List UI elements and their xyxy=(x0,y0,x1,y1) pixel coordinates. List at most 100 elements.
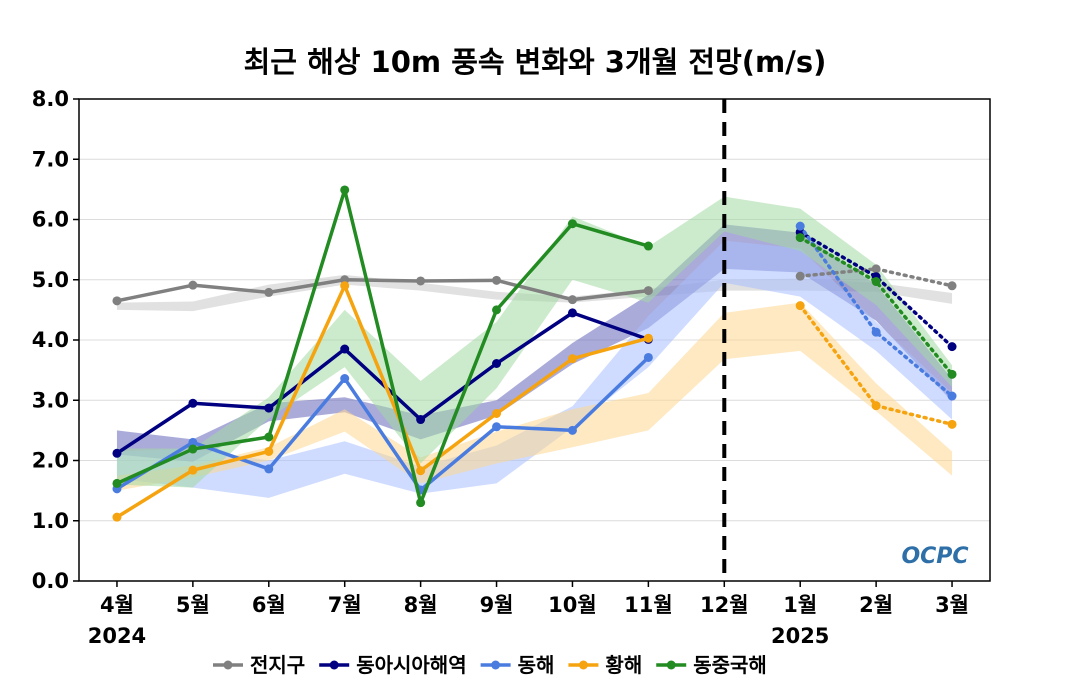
y-tick-label: 6.0 xyxy=(32,208,69,232)
x-tick-label: 9월 xyxy=(480,593,514,617)
x-tick-label: 6월 xyxy=(252,593,286,617)
line-동아시아해역 xyxy=(115,311,649,455)
x-tick-label: 1월 xyxy=(783,593,817,617)
point-동아시아해역 xyxy=(112,448,122,458)
y-tick-label: 2.0 xyxy=(32,449,69,473)
legend-item: 동아시아해역 xyxy=(319,653,467,677)
forecast-point-동해 xyxy=(795,221,805,231)
forecast-point-전지구 xyxy=(795,271,805,281)
legend-label: 동아시아해역 xyxy=(356,653,466,677)
point-황해 xyxy=(264,446,274,456)
legend-marker xyxy=(666,660,676,670)
point-황해 xyxy=(340,281,350,291)
point-황해 xyxy=(567,354,577,364)
point-전지구 xyxy=(188,280,198,290)
point-황해 xyxy=(416,466,426,476)
point-동중국해 xyxy=(340,185,350,195)
point-동아시아해역 xyxy=(416,415,426,425)
chart-title: 최근 해상 10m 풍속 변화와 3개월 전망(m/s) xyxy=(244,45,827,79)
y-tick-label: 0.0 xyxy=(32,569,69,593)
forecast-point-황해 xyxy=(795,301,805,311)
point-동해 xyxy=(188,437,198,447)
point-동중국해 xyxy=(567,219,577,229)
legend-item: 동중국해 xyxy=(656,653,767,677)
point-전지구 xyxy=(643,286,653,296)
point-황해 xyxy=(643,333,653,343)
point-동해 xyxy=(643,352,653,362)
forecast-point-동중국해 xyxy=(871,277,881,287)
forecast-point-황해 xyxy=(871,401,881,411)
range-bands xyxy=(116,196,953,498)
forecast-point-동해 xyxy=(871,327,881,337)
legend-label: 동해 xyxy=(518,653,555,677)
x-tick-label: 12월 xyxy=(700,593,749,617)
point-동아시아해역 xyxy=(492,358,502,368)
point-동아시아해역 xyxy=(264,403,274,413)
point-황해 xyxy=(188,465,198,475)
point-전지구 xyxy=(492,275,502,285)
forecast-point-전지구 xyxy=(947,281,957,291)
legend-label: 동중국해 xyxy=(693,653,767,677)
point-동중국해 xyxy=(188,444,198,454)
legend-label: 황해 xyxy=(605,653,642,677)
legend-marker xyxy=(223,660,233,670)
y-tick-label: 8.0 xyxy=(32,87,69,111)
legend: 전지구 동아시아해역 동해 황해 동중국해 xyxy=(213,653,767,677)
x-tick-label: 4월 xyxy=(100,593,134,617)
x-tick-label: 8월 xyxy=(404,593,438,617)
point-동아시아해역 xyxy=(188,398,198,408)
forecast-line-동아시아해역 xyxy=(798,230,954,349)
x-tick-label: 11월 xyxy=(624,593,673,617)
point-전지구 xyxy=(264,287,274,297)
forecast-point-황해 xyxy=(947,419,957,429)
point-전지구 xyxy=(112,296,122,306)
point-동아시아해역 xyxy=(567,308,577,318)
legend-item: 동해 xyxy=(480,653,555,677)
point-동해 xyxy=(264,464,274,474)
point-동중국해 xyxy=(492,305,502,315)
forecast-point-전지구 xyxy=(871,264,881,274)
forecast-point-동해 xyxy=(947,391,957,401)
point-동중국해 xyxy=(416,498,426,508)
legend-item: 전지구 xyxy=(213,653,305,677)
y-tick-label: 1.0 xyxy=(32,509,69,533)
y-tick-label: 7.0 xyxy=(32,147,69,171)
legend-label: 전지구 xyxy=(250,653,305,677)
legend-marker xyxy=(578,660,588,670)
y-tick-label: 4.0 xyxy=(32,328,69,352)
point-동아시아해역 xyxy=(340,344,350,354)
point-전지구 xyxy=(567,295,577,305)
ocpc-logo: OCPC xyxy=(901,544,968,569)
x-axis: 4월 5월 6월 7월 8월 9월 10월 11월 12월 1월 2월 3월 2024 2025 xyxy=(88,581,969,648)
legend-marker xyxy=(491,660,501,670)
year-label: 2024 xyxy=(88,624,146,648)
legend-item: 황해 xyxy=(568,653,642,677)
x-tick-label: 5월 xyxy=(176,593,210,617)
forecast-point-동아시아해역 xyxy=(947,342,957,352)
point-황해 xyxy=(112,512,122,522)
forecast-point-동중국해 xyxy=(795,233,805,243)
forecast-line-동해 xyxy=(798,224,954,398)
line-동중국해 xyxy=(116,188,649,505)
y-tick-label: 3.0 xyxy=(32,388,69,412)
point-동중국해 xyxy=(112,478,122,488)
y-axis: 0.0 1.0 2.0 3.0 4.0 5.0 6.0 7.0 8.0 xyxy=(32,87,79,593)
x-tick-label: 3월 xyxy=(935,593,969,617)
x-tick-label: 10월 xyxy=(548,593,597,617)
year-label: 2025 xyxy=(771,624,829,648)
line-전지구 xyxy=(116,278,649,303)
point-황해 xyxy=(492,409,502,419)
point-동중국해 xyxy=(264,432,274,442)
point-동중국해 xyxy=(643,241,653,251)
x-tick-label: 2월 xyxy=(859,593,893,617)
point-동해 xyxy=(492,422,502,432)
x-tick-label: 7월 xyxy=(328,593,362,617)
band-동중국해 xyxy=(116,196,953,488)
point-전지구 xyxy=(416,276,426,286)
point-동해 xyxy=(340,374,350,384)
forecast-point-동중국해 xyxy=(947,369,957,379)
line-황해 xyxy=(116,284,649,519)
y-tick-label: 5.0 xyxy=(32,268,69,292)
band-황해 xyxy=(116,302,953,491)
